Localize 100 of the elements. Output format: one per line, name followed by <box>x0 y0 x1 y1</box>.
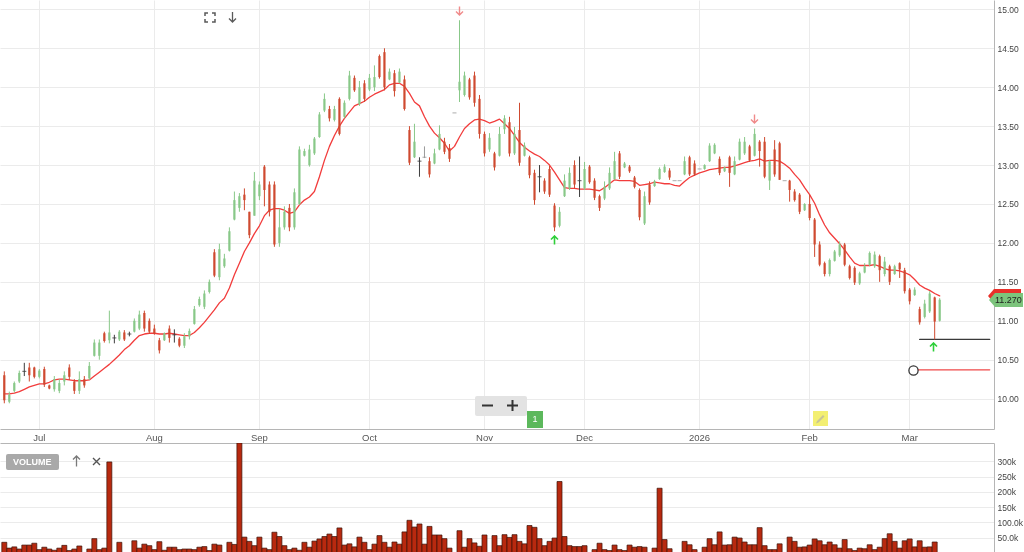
x-tick-label: 2026 <box>689 431 711 443</box>
candlestick <box>818 240 821 267</box>
y-tick-label: 14.50 <box>997 43 1020 54</box>
candlestick <box>373 64 376 92</box>
y-tick-label: 50.0k <box>997 533 1020 544</box>
candlestick <box>288 203 291 232</box>
y-tick-label: 10.00 <box>997 394 1020 405</box>
x-tick-label: Jul <box>33 431 46 443</box>
candlestick <box>618 150 621 180</box>
candlestick <box>903 267 906 295</box>
x-tick-label: Oct <box>362 431 378 443</box>
bar <box>1 541 8 552</box>
candlestick <box>193 305 196 326</box>
annotation: 1 <box>527 411 543 428</box>
y-tick-label: 12.50 <box>997 199 1020 210</box>
candlestick <box>558 206 561 228</box>
y-tick-label: 13.50 <box>997 121 1020 132</box>
bar <box>491 535 498 552</box>
y-tick-label: 100.0k <box>997 517 1024 528</box>
candlestick <box>358 80 361 107</box>
y-tick-label: 10.50 <box>997 355 1020 366</box>
y-tick-label: 13.00 <box>997 160 1020 171</box>
candlestick <box>843 242 846 267</box>
y-tick-label: 11.00 <box>997 316 1019 327</box>
candlestick <box>718 156 721 176</box>
y-tick-label: 11.50 <box>997 277 1019 288</box>
candlestick <box>528 155 531 179</box>
x-tick-label: Mar <box>901 431 918 443</box>
y-tick-label: 12.00 <box>997 238 1020 249</box>
candlestick <box>363 79 366 103</box>
candlestick <box>923 299 926 319</box>
y-tick-label: 300k <box>997 456 1017 467</box>
candlestick <box>458 19 461 103</box>
candlestick <box>553 202 556 232</box>
candlestick <box>258 180 261 201</box>
candlestick <box>708 142 711 163</box>
candlestick <box>463 71 466 98</box>
candlestick <box>248 211 251 239</box>
candlestick <box>733 156 736 176</box>
bar <box>116 541 123 552</box>
candlestick <box>878 254 881 283</box>
bar <box>931 541 938 552</box>
bar <box>226 541 233 552</box>
text: 11.270 <box>989 293 1023 307</box>
bar <box>131 540 138 552</box>
candlestick <box>228 226 231 252</box>
candlestick <box>318 111 321 139</box>
candlestick <box>488 132 491 153</box>
candlestick <box>753 127 756 157</box>
x-tick-label: Dec <box>576 431 594 443</box>
candlestick <box>263 164 266 207</box>
candlestick <box>323 92 326 113</box>
candlestick <box>583 161 586 191</box>
candlestick <box>378 54 381 80</box>
candlestick <box>498 126 501 157</box>
candlestick <box>603 180 606 201</box>
y-tick-label: 150k <box>997 502 1017 513</box>
bar <box>916 540 923 552</box>
candlestick <box>283 205 286 231</box>
candlestick <box>938 297 941 323</box>
candlestick <box>438 124 441 151</box>
candlestick <box>573 159 576 189</box>
candlestick <box>203 289 206 310</box>
candlestick <box>608 166 611 191</box>
candlestick <box>278 208 281 248</box>
y-tick-label: 15.00 <box>997 4 1020 15</box>
candlestick <box>513 126 516 156</box>
y-tick-label: 200k <box>997 487 1017 498</box>
candlestick <box>768 159 771 191</box>
candlestick <box>233 191 236 221</box>
y-tick-label: 14.00 <box>997 82 1020 93</box>
x-tick-label: Feb <box>801 431 818 443</box>
candlestick <box>728 155 731 188</box>
candlestick <box>308 144 311 168</box>
candlestick <box>213 248 216 278</box>
candlestick <box>483 131 486 157</box>
candlestick <box>28 362 31 383</box>
candlestick <box>78 370 81 395</box>
text: VOLUME <box>6 454 59 470</box>
candlestick <box>108 310 111 344</box>
candlestick <box>688 155 691 177</box>
candlestick <box>43 366 46 388</box>
candlestick <box>613 151 616 181</box>
candlestick <box>493 151 496 172</box>
candlestick <box>503 114 506 135</box>
candlestick <box>393 69 396 98</box>
candlestick <box>648 180 651 206</box>
candlestick <box>238 192 241 213</box>
candlestick <box>413 123 416 159</box>
candlestick <box>568 166 571 191</box>
bar <box>456 530 463 552</box>
candlestick <box>428 156 431 179</box>
x-tick-label: Aug <box>145 431 163 443</box>
candlestick <box>143 310 146 333</box>
candlestick <box>808 194 811 221</box>
candlestick <box>98 338 101 361</box>
candlestick <box>593 177 596 201</box>
candlestick <box>138 310 141 331</box>
candlestick <box>563 173 566 198</box>
candlestick <box>853 265 856 286</box>
